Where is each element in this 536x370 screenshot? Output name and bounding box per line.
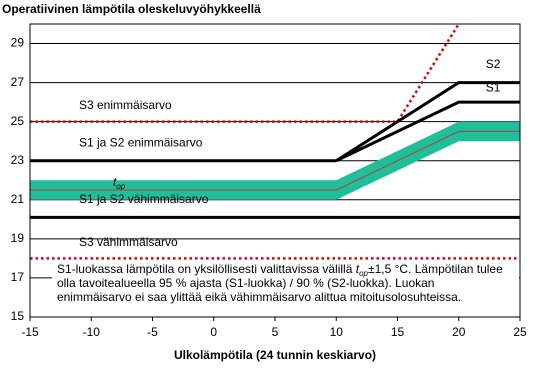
series-label: S1 ja S2 enimmäisarvo [79, 135, 203, 149]
series-label: S2 [486, 57, 501, 71]
y-tick-label: 15 [11, 309, 25, 323]
x-tick-label: -10 [83, 325, 101, 339]
series-label: S3 vähimmäisarvo [79, 235, 178, 249]
target-line [30, 130, 520, 191]
note-text: S1-luokassa lämpötila on yksilöllisesti … [57, 262, 356, 276]
x-tick-label: -5 [147, 325, 158, 339]
y-tick-label: 27 [11, 75, 25, 89]
y-tick-label: 29 [11, 36, 25, 50]
x-axis-label: Ulkolämpötila (24 tunnin keskiarvo) [174, 348, 376, 362]
y-tick-label: 23 [11, 153, 25, 167]
band-label-sub: op [116, 182, 125, 191]
note-line: S1-luokassa lämpötila on yksilöllisesti … [57, 262, 503, 278]
series-line [335, 81, 520, 162]
note-text: op [359, 269, 368, 278]
x-tick-label: 20 [452, 325, 466, 339]
band-label-main: t [113, 175, 117, 189]
series-line [30, 23, 460, 123]
series-label: S3 enimmäisarvo [79, 98, 172, 112]
x-tick-label: -15 [21, 325, 39, 339]
note-text: t [356, 262, 360, 276]
x-tick-label: 25 [513, 325, 527, 339]
note-text: enimmäisarvo ei saa ylittää eikä vähimmä… [57, 290, 461, 304]
chart-title: Operatiivinen lämpötila oleskeluvyöhykke… [2, 2, 261, 16]
y-tick-label: 21 [11, 192, 25, 206]
y-tick-label: 19 [11, 231, 25, 245]
x-tick-label: 10 [330, 325, 344, 339]
x-tick-label: 15 [391, 325, 405, 339]
note-box [52, 264, 520, 314]
series-label: S1 [486, 81, 501, 95]
x-tick-label: 5 [272, 325, 279, 339]
note-text: olla tavoitealueella 95 % ajasta (S1-luo… [57, 276, 435, 290]
band-label: top [113, 175, 126, 191]
target-band [30, 121, 520, 200]
plot-frame [29, 23, 521, 318]
y-tick-label: 25 [11, 114, 25, 128]
series-label: S1 ja S2 vähimmäisarvo [79, 192, 209, 206]
note-line: enimmäisarvo ei saa ylittää eikä vähimmä… [57, 290, 461, 304]
note-line: olla tavoitealueella 95 % ajasta (S1-luo… [57, 276, 435, 290]
y-tick-label: 17 [11, 270, 25, 284]
note-text: ±1,5 °C. Lämpötilan tulee [368, 262, 503, 276]
series-line [335, 100, 520, 163]
x-tick-label: 0 [210, 325, 217, 339]
